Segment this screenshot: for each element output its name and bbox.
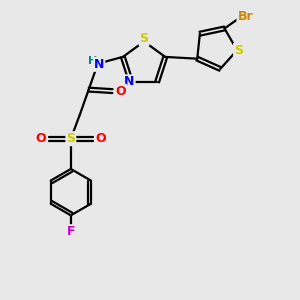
Text: N: N — [94, 58, 104, 71]
Text: S: S — [140, 32, 148, 45]
Text: S: S — [66, 132, 75, 145]
Text: S: S — [234, 44, 243, 57]
Text: N: N — [124, 75, 135, 88]
Text: O: O — [115, 85, 126, 98]
Text: O: O — [36, 132, 46, 145]
Text: F: F — [67, 225, 75, 238]
Text: O: O — [95, 132, 106, 145]
Text: H: H — [88, 56, 97, 66]
Text: Br: Br — [238, 10, 253, 23]
